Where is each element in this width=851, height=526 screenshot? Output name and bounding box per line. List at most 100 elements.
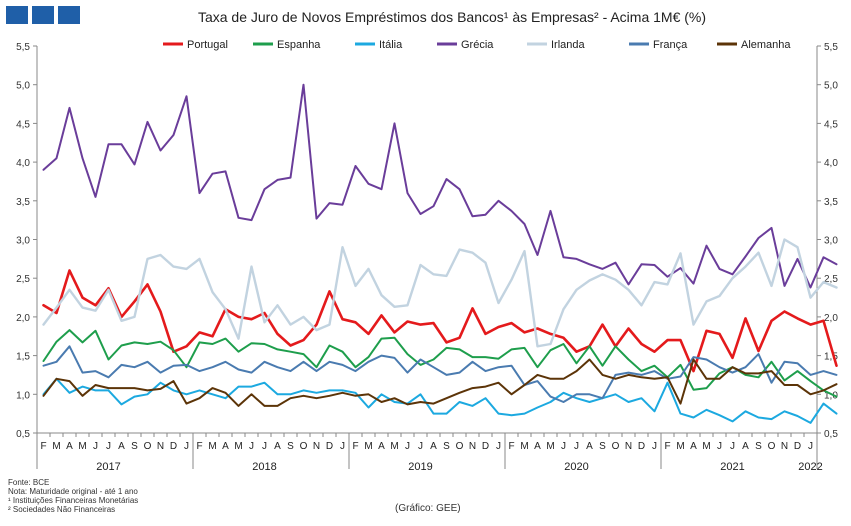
x-tick-label: J <box>652 441 657 452</box>
y-tick-label-right: 4,5 <box>824 119 838 130</box>
logo-block <box>32 6 54 24</box>
x-tick-label: J <box>340 441 345 452</box>
x-tick-label: F <box>352 441 358 452</box>
x-tick-label: J <box>106 441 111 452</box>
year-label: 2022 <box>798 461 822 473</box>
x-tick-label: D <box>794 441 801 452</box>
x-tick-label: A <box>274 441 281 452</box>
x-tick-label: D <box>482 441 489 452</box>
x-tick-label: J <box>405 441 410 452</box>
x-tick-label: A <box>430 441 437 452</box>
x-tick-label: N <box>313 441 320 452</box>
x-tick-label: N <box>625 441 632 452</box>
year-label: 2021 <box>720 461 744 473</box>
legend-label: Grécia <box>461 39 494 51</box>
x-tick-label: M <box>234 441 242 452</box>
series-line-espanha <box>42 329 838 398</box>
legend-label: França <box>653 39 688 51</box>
x-tick-label: A <box>118 441 125 452</box>
x-tick-label: A <box>742 441 749 452</box>
x-tick-label: F <box>40 441 46 452</box>
chart-title: Taxa de Juro de Novos Empréstimos dos Ba… <box>198 9 706 25</box>
x-tick-label: N <box>781 441 788 452</box>
source-note: Fonte: BCE <box>8 478 50 487</box>
x-tick-label: A <box>586 441 593 452</box>
chart-credit: (Gráfico: GEE) <box>395 503 461 514</box>
x-tick-label: M <box>702 441 710 452</box>
x-tick-label: J <box>574 441 579 452</box>
logo <box>6 6 80 24</box>
y-tick-label-left: 2,5 <box>16 274 30 285</box>
legend-label: Espanha <box>277 39 321 51</box>
y-tick-label-right: 2,0 <box>824 313 838 324</box>
year-label: 2017 <box>96 461 120 473</box>
y-tick-label-left: 5,0 <box>16 81 30 92</box>
y-tick-label-left: 0,5 <box>16 429 30 440</box>
x-tick-label: M <box>520 441 528 452</box>
y-tick-label-left: 2,0 <box>16 313 30 324</box>
x-tick-label: S <box>755 441 762 452</box>
x-tick-label: S <box>131 441 138 452</box>
x-tick-label: J <box>717 441 722 452</box>
x-tick-label: A <box>534 441 541 452</box>
x-tick-label: J <box>93 441 98 452</box>
logo-block <box>6 6 28 24</box>
y-tick-label-right: 3,0 <box>824 236 838 247</box>
y-tick-label-left: 1,0 <box>16 390 30 401</box>
y-tick-label-left: 4,0 <box>16 158 30 169</box>
x-tick-label: M <box>78 441 86 452</box>
y-tick-label-right: 4,0 <box>824 158 838 169</box>
x-tick-label: A <box>222 441 229 452</box>
x-tick-label: O <box>612 441 620 452</box>
x-tick-label: O <box>300 441 308 452</box>
legend-label: Alemanha <box>741 39 791 51</box>
y-tick-label-right: 5,0 <box>824 81 838 92</box>
x-tick-label: S <box>443 441 450 452</box>
x-tick-label: F <box>664 441 670 452</box>
x-tick-label: F <box>508 441 514 452</box>
year-label: 2019 <box>408 461 432 473</box>
legend-label: Irlanda <box>551 39 586 51</box>
y-tick-label-right: 2,5 <box>824 274 838 285</box>
y-tick-label-right: 0,5 <box>824 429 838 440</box>
x-tick-label: J <box>496 441 501 452</box>
x-tick-label: O <box>144 441 152 452</box>
year-label: 2018 <box>252 461 276 473</box>
footnote-2: ² Sociedades Não Financeiras <box>8 505 116 514</box>
x-tick-label: M <box>364 441 372 452</box>
x-tick-label: A <box>378 441 385 452</box>
y-tick-label-left: 3,0 <box>16 236 30 247</box>
x-tick-label: J <box>418 441 423 452</box>
series-line-alemanha <box>42 358 838 407</box>
x-tick-label: A <box>66 441 73 452</box>
y-tick-label-left: 1,5 <box>16 352 30 363</box>
legend-label: Portugal <box>187 39 228 51</box>
x-tick-label: J <box>184 441 189 452</box>
y-tick-label-left: 5,5 <box>16 42 30 53</box>
legend-label: Itália <box>379 39 403 51</box>
x-tick-label: A <box>690 441 697 452</box>
series-line-portugal <box>42 269 838 373</box>
x-tick-label: M <box>52 441 60 452</box>
x-tick-label: D <box>170 441 177 452</box>
x-tick-label: J <box>262 441 267 452</box>
maturity-note: Nota: Maturidade original - até 1 ano <box>8 487 138 496</box>
footnote-1: ¹ Instituições Financeiras Monetárias <box>8 496 139 505</box>
series-line-grécia <box>42 83 838 289</box>
x-tick-label: D <box>638 441 645 452</box>
y-tick-label-right: 3,5 <box>824 197 838 208</box>
year-label: 2020 <box>564 461 588 473</box>
x-tick-label: J <box>808 441 813 452</box>
x-tick-label: M <box>676 441 684 452</box>
x-tick-label: J <box>561 441 566 452</box>
x-tick-label: M <box>208 441 216 452</box>
x-tick-label: D <box>326 441 333 452</box>
series-line-irlanda <box>42 238 838 348</box>
logo-block <box>58 6 80 24</box>
series-line-frança <box>42 345 838 403</box>
x-tick-label: N <box>157 441 164 452</box>
series-line-itália <box>42 377 838 424</box>
x-tick-label: S <box>599 441 606 452</box>
y-tick-label-left: 3,5 <box>16 197 30 208</box>
